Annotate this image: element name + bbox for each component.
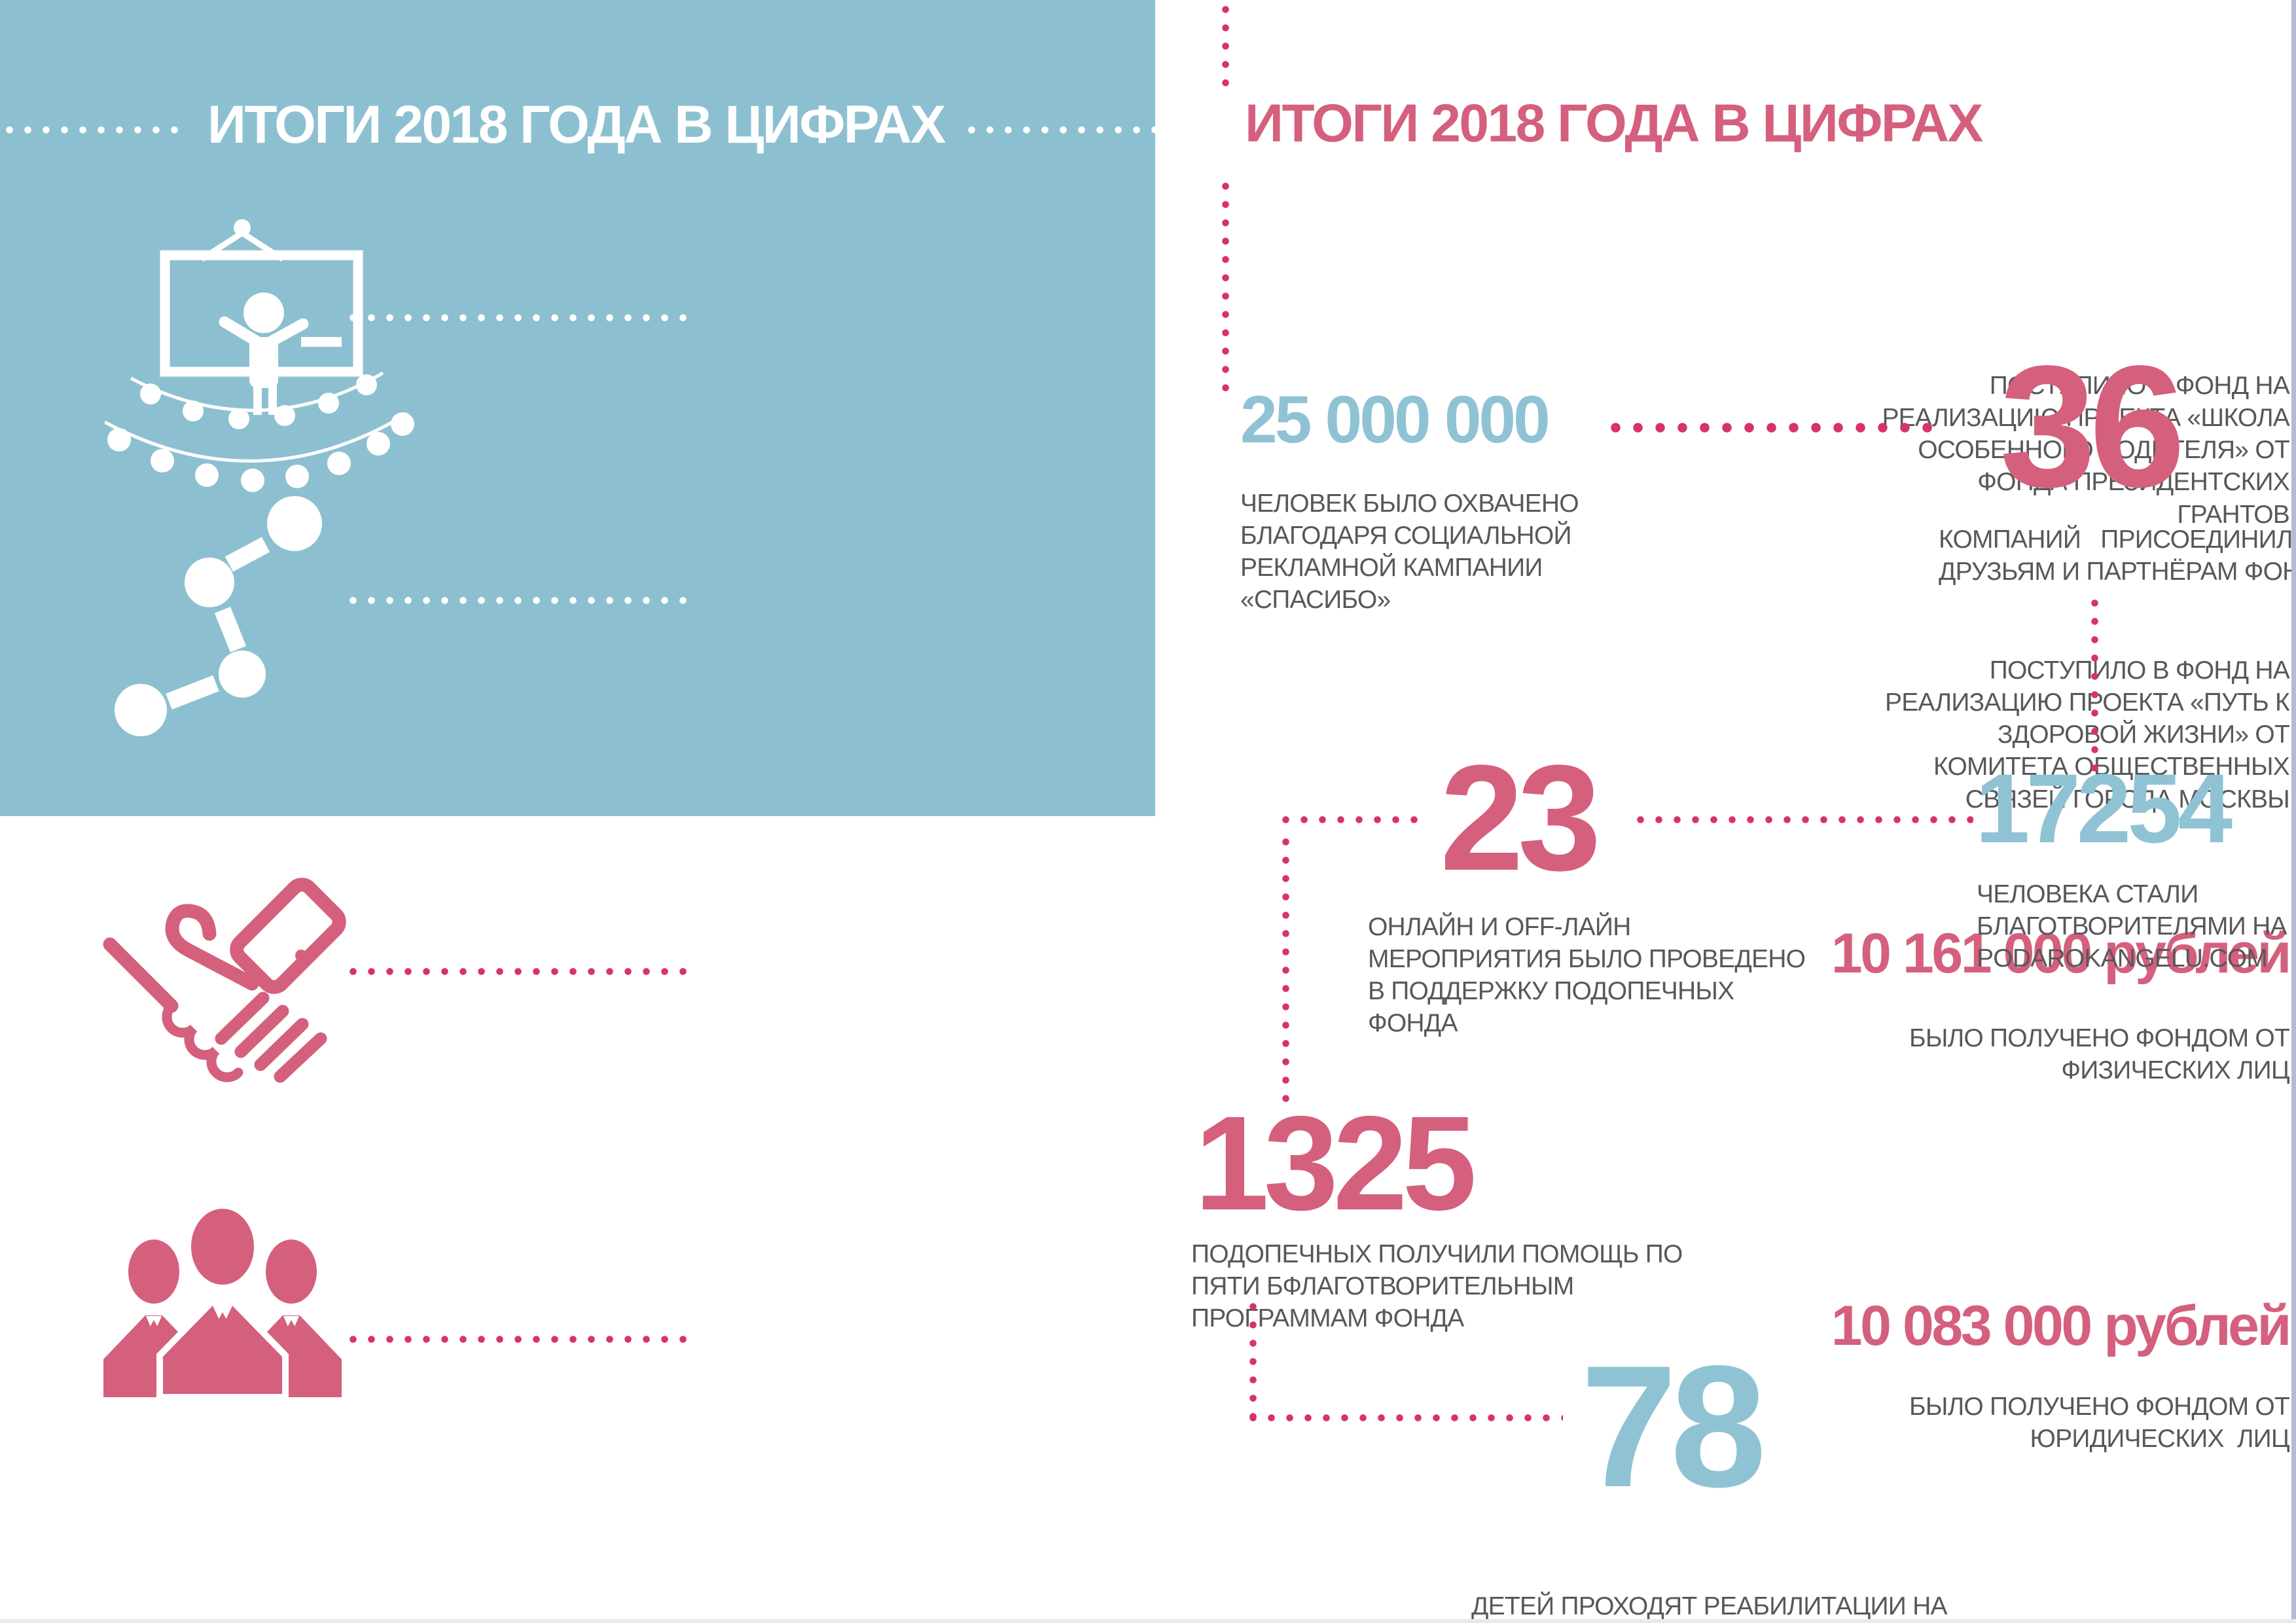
dotted-line-vertical (1249, 1302, 1257, 1420)
stat-value: 25 000 000 (1240, 382, 1551, 457)
stat-description: ЧЕЛОВЕК БЫЛО ОХВАЧЕНО БЛАГОДАРЯ СОЦИАЛЬН… (1240, 490, 1579, 615)
stat-value: 2 498 000 рублей (1860, 557, 2291, 620)
handshake-icon (103, 878, 346, 1083)
title-dotted-line-left (5, 126, 179, 134)
left-page-title: ИТОГИ 2018 ГОДА В ЦИФРАХ (207, 95, 946, 154)
title-dotted-line-right (967, 126, 1155, 134)
dotted-line-vertical (2090, 599, 2099, 776)
stat-description: ДЕТЕЙ ПРОХОДЯТ РЕАБИЛИТАЦИИ НА СИСТЕМНОЙ… (1471, 1592, 1947, 1620)
stat-value: 17254 (1975, 753, 2233, 863)
leader-dotted-line (349, 596, 696, 605)
stat-description: ПОСТУПИЛО В ФОНД НА РЕАЛИЗАЦИЮ ПРОЕКТА «… (1882, 372, 2289, 529)
stat-value: 23 (1440, 734, 1602, 902)
dotted-line-vertical (1221, 182, 1230, 398)
page-right-edge (2291, 0, 2296, 1623)
stat-description: ЧЕЛОВЕКА СТАЛИ БЛАГОТВОРИТЕЛЯМИ НА САЙТЕ… (1977, 880, 2296, 973)
stat-value: 36 (2000, 330, 2185, 524)
dotted-line-horizontal (1282, 815, 1422, 824)
leader-dotted-line (349, 967, 696, 976)
dotted-line-horizontal (1636, 815, 1973, 824)
stat-description: КОМПАНИЙ ПРИСОЕДИНИЛОСЬ К ДРУЗЬЯМ И ПАРТ… (1939, 526, 2296, 586)
leader-dotted-line (349, 1335, 696, 1344)
network-icon (115, 496, 322, 736)
dotted-line-horizontal (1610, 422, 1944, 433)
stat-value: 1 648 000 рублей (1860, 272, 2291, 334)
dotted-line-vertical (1282, 838, 1290, 1106)
stat-description: БЫЛО ПОЛУЧЕНО ФОНДОМ ОТ ЮРИДИЧЕСКИХ ЛИЦ (1909, 1393, 2290, 1454)
right-page-title: ИТОГИ 2018 ГОДА В ЦИФРАХ (1245, 94, 1983, 153)
stat-value: 10 083 000 рублей (1831, 1294, 2292, 1357)
dotted-line-vertical (1221, 5, 1230, 90)
presentation-icon (105, 219, 414, 492)
page-bottom-edge (0, 1619, 2296, 1623)
stat-value: 78 (1581, 1330, 1767, 1524)
stat-value: 1325 (1194, 1088, 1477, 1238)
leader-dotted-line (349, 313, 696, 322)
stat-description: ПОДОПЕЧНЫХ ПОЛУЧИЛИ ПОМОЩЬ ПО ПЯТИ БФЛАГ… (1191, 1240, 1683, 1333)
stat-description: ПОСТУПИЛО В ФОНД НА РЕАЛИЗАЦИЮ ПРОЕКТА «… (1884, 656, 2290, 813)
stat-description: ОНЛАЙН И OFF-ЛАЙН МЕРОПРИЯТИЯ БЫЛО ПРОВЕ… (1368, 913, 1806, 1038)
stat-value: 10 161 000 рублей (1831, 922, 2292, 985)
people-icon (103, 1209, 342, 1397)
stat-description: БЫЛО ПОЛУЧЕНО ФОНДОМ ОТ ФИЗИЧЕСКИХ ЛИЦ (1909, 1024, 2290, 1085)
dotted-line-horizontal (1249, 1414, 1563, 1422)
